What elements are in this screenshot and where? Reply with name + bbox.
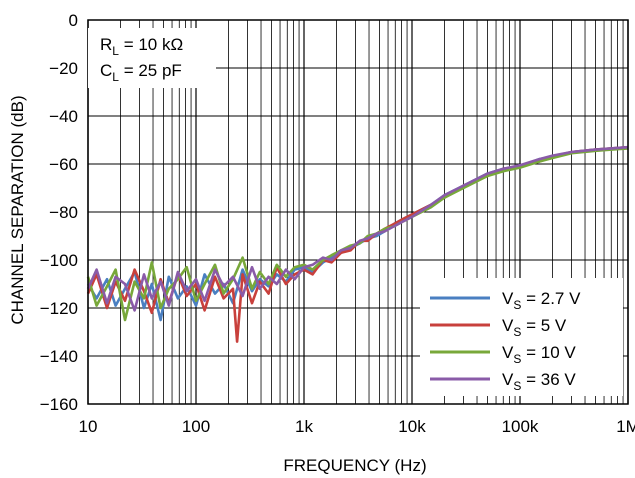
y-tick-label: −120	[40, 299, 78, 318]
legend-label: VS = 5 V	[502, 316, 567, 339]
x-tick-label: 100k	[502, 417, 539, 436]
legend-label: VS = 2.7 V	[502, 289, 581, 312]
x-tick-label: 10k	[398, 417, 426, 436]
y-tick-label: −20	[49, 59, 78, 78]
y-tick-label: −140	[40, 347, 78, 366]
y-tick-label: −100	[40, 251, 78, 270]
legend-label: VS = 36 V	[502, 370, 576, 393]
annotation-rl: RL = 10 kΩ	[100, 35, 183, 58]
y-tick-label: −40	[49, 107, 78, 126]
x-axis-label: FREQUENCY (Hz)	[283, 456, 426, 475]
y-tick-label: −160	[40, 395, 78, 414]
series-layer	[86, 145, 629, 343]
legend-label: VS = 10 V	[502, 343, 576, 366]
annotation-cl: CL = 25 pF	[100, 61, 182, 84]
y-tick-labels: 0 −20 −40 −60 −80 −100 −120 −140 −160	[40, 11, 78, 414]
plot-frame	[87, 19, 629, 405]
annotation-box	[88, 28, 216, 88]
x-tick-label: 1k	[295, 417, 313, 436]
x-tick-label: 100	[182, 417, 210, 436]
y-tick-label: 0	[69, 11, 78, 30]
legend: VS = 2.7 V VS = 5 V VS = 10 V VS = 36 V	[430, 289, 581, 393]
y-tick-label: −80	[49, 203, 78, 222]
y-axis-label: CHANNEL SEPARATION (dB)	[8, 95, 27, 324]
x-tick-labels: 10 100 1k 10k 100k 1M	[79, 417, 635, 436]
y-tick-label: −60	[49, 155, 78, 174]
series-line-4	[86, 145, 629, 312]
x-tick-label: 1M	[616, 417, 635, 436]
x-tick-label: 10	[79, 417, 98, 436]
series-line-3	[86, 147, 629, 322]
